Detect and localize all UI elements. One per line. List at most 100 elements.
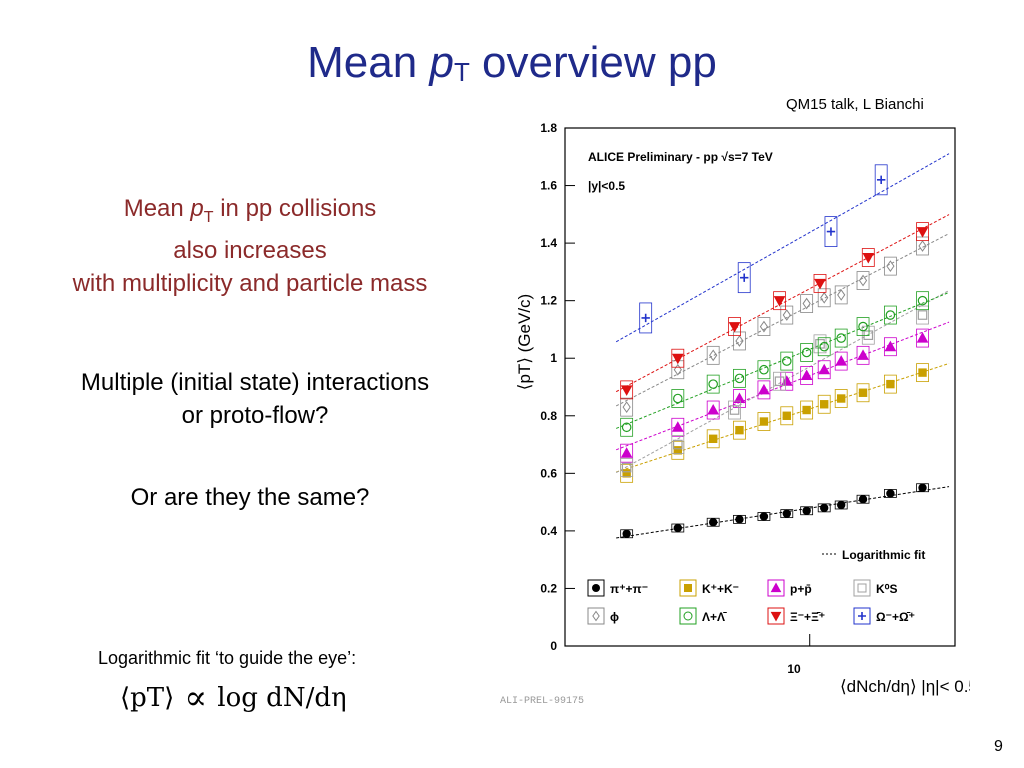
watermark: ALI-PREL-99175 bbox=[500, 696, 584, 707]
chart-legend: π⁺+π⁻ K⁺+K⁻ p+p̄ K⁰S ϕ Λ+Λ̄ Ξ⁻+Ξ̄⁺ Ω⁻+Ω̄⁺ bbox=[587, 579, 915, 625]
error-box bbox=[733, 420, 746, 440]
point-KS0-0 bbox=[621, 462, 632, 473]
error-box bbox=[773, 371, 786, 391]
error-box bbox=[813, 334, 827, 354]
error-box bbox=[800, 366, 814, 385]
point-K++K--9 bbox=[858, 388, 868, 397]
point-Xi+Xibar-6 bbox=[916, 227, 929, 238]
legend-marker-KS0 bbox=[857, 583, 867, 593]
point-p+pbar-9 bbox=[857, 349, 869, 360]
legend-box bbox=[587, 607, 605, 625]
point-Lambda+Lambdabar-3 bbox=[734, 373, 745, 384]
error-box bbox=[856, 271, 870, 290]
point-Omega+Omegabar-3 bbox=[876, 175, 886, 184]
citation: QM15 talk, L Bianchi bbox=[786, 96, 924, 113]
point-Xi+Xibar-4 bbox=[814, 278, 826, 290]
error-box bbox=[916, 236, 929, 256]
error-box bbox=[733, 331, 746, 351]
error-box bbox=[856, 383, 870, 403]
point-K++K--10 bbox=[886, 379, 895, 389]
legend-label-Lambda+Lambdabar: Λ+Λ̄ bbox=[702, 610, 727, 624]
chart-title: ALICE Preliminary - pp √s=7 TeV bbox=[588, 150, 773, 164]
error-box bbox=[757, 317, 771, 336]
error-box bbox=[817, 394, 831, 414]
legend-marker-Lambda+Lambdabar bbox=[683, 611, 693, 621]
point-π++π--0 bbox=[622, 529, 631, 538]
error-box bbox=[834, 328, 848, 348]
point-phi-10 bbox=[886, 260, 895, 273]
y-tick-label: 1.2 bbox=[540, 294, 557, 308]
fit-lines bbox=[615, 153, 950, 539]
error-box bbox=[706, 429, 720, 449]
point-Xi+Xibar-3 bbox=[773, 296, 786, 307]
legend-label-KS0: K⁰S bbox=[876, 582, 897, 596]
error-box bbox=[780, 305, 794, 325]
point-phi-7 bbox=[820, 291, 829, 304]
point-π++π--6 bbox=[802, 506, 811, 515]
error-box bbox=[856, 317, 870, 336]
error-box bbox=[834, 351, 848, 371]
point-p+pbar-4 bbox=[758, 383, 770, 395]
error-box bbox=[733, 389, 746, 408]
y-tick-label: 1 bbox=[550, 351, 557, 365]
legend-box bbox=[853, 579, 871, 597]
point-p+pbar-0 bbox=[620, 447, 633, 458]
point-p+pbar-6 bbox=[800, 369, 813, 380]
error-box bbox=[834, 389, 848, 408]
legend-marker-π++π- bbox=[592, 584, 600, 592]
error-box bbox=[813, 273, 827, 293]
slide-title: Mean pT overview pp bbox=[307, 38, 717, 87]
point-Lambda+Lambdabar-9 bbox=[858, 321, 868, 332]
error-box bbox=[737, 262, 751, 294]
legend-label-Xi+Xibar: Ξ⁻+Ξ̄⁺ bbox=[790, 610, 825, 624]
point-Xi+Xibar-2 bbox=[728, 322, 741, 333]
legend-label-π++π-: π⁺+π⁻ bbox=[610, 582, 648, 596]
error-box bbox=[706, 374, 720, 394]
legend-marker-K++K- bbox=[684, 584, 692, 592]
point-phi-0 bbox=[622, 401, 631, 414]
x-tick-label: 10 bbox=[787, 662, 801, 676]
error-box bbox=[757, 412, 771, 431]
point-p+pbar-1 bbox=[671, 421, 684, 432]
error-box bbox=[916, 305, 929, 325]
error-box bbox=[671, 348, 685, 368]
fit-note: Logarithmic fit ‘to guide the eye’: bbox=[98, 648, 357, 668]
point-π++π--4 bbox=[759, 512, 769, 521]
legend-label-phi: ϕ bbox=[610, 610, 619, 624]
legend-marker-Xi+Xibar bbox=[770, 611, 782, 622]
point-Lambda+Lambdabar-2 bbox=[708, 379, 718, 389]
error-box bbox=[757, 380, 771, 400]
y-tick-label: 1.4 bbox=[540, 236, 557, 250]
point-π++π--3 bbox=[735, 515, 744, 524]
point-KS0-1 bbox=[673, 439, 683, 450]
point-K++K--1 bbox=[673, 446, 683, 455]
point-p+pbar-3 bbox=[733, 392, 746, 404]
legend-box bbox=[767, 579, 785, 597]
legend-box bbox=[587, 579, 605, 597]
error-box bbox=[883, 374, 897, 394]
point-K++K--11 bbox=[918, 368, 927, 377]
point-π++π--1 bbox=[673, 523, 683, 533]
y-axis-label: ⟨pT⟩ (GeV/c) bbox=[515, 294, 534, 390]
point-p+pbar-2 bbox=[707, 403, 720, 415]
error-box bbox=[620, 458, 634, 477]
point-KS0-2 bbox=[729, 405, 740, 415]
data-points bbox=[620, 164, 929, 539]
point-Lambda+Lambdabar-11 bbox=[917, 295, 928, 306]
error-box bbox=[874, 164, 888, 196]
point-π++π--2 bbox=[708, 518, 718, 527]
error-box bbox=[861, 248, 875, 267]
error-box bbox=[883, 305, 897, 325]
point-Xi+Xibar-0 bbox=[620, 385, 633, 396]
y-tick-label: 0.2 bbox=[540, 581, 557, 595]
point-phi-3 bbox=[735, 335, 744, 347]
point-phi-4 bbox=[759, 320, 769, 333]
error-box bbox=[773, 291, 786, 311]
error-box bbox=[728, 317, 741, 336]
text-block-question: Multiple (initial state) interactions or… bbox=[80, 369, 430, 429]
point-π++π--9 bbox=[858, 495, 868, 504]
plot-frame bbox=[564, 127, 956, 647]
fit-line-0 bbox=[616, 486, 950, 539]
error-box bbox=[824, 216, 838, 247]
log-fit-formula: ⟨pT⟩ ∝ log dN/dη bbox=[120, 678, 347, 718]
